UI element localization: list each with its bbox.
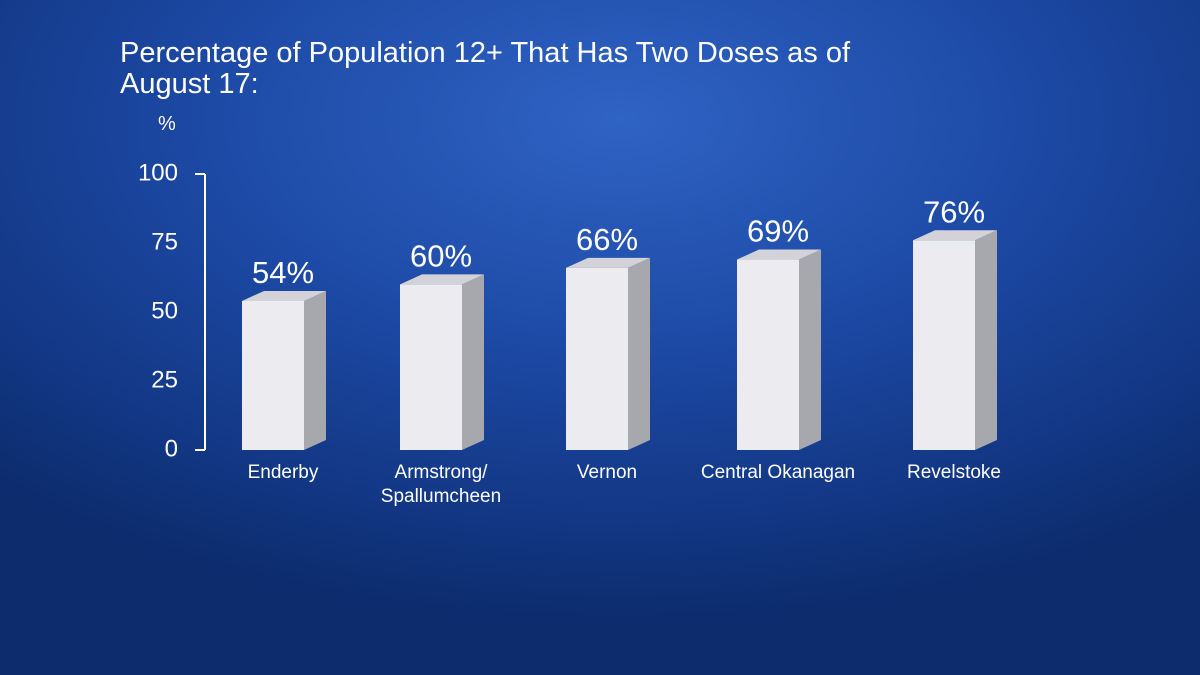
bar-top [913,230,997,241]
value-label: 66% [576,222,638,257]
bar [737,259,799,450]
y-tick-label: 75 [151,228,178,255]
chart-title: Percentage of Population 12+ That Has Tw… [120,37,851,100]
bar [913,240,975,450]
bar-top [566,257,650,268]
bar-side [304,290,326,450]
x-tick-label: Enderby [247,462,319,483]
y-tick-label: 25 [151,366,178,393]
bar [242,300,304,450]
x-tick-label: Central Okanagan [700,462,856,483]
value-label: 76% [923,194,985,229]
bar [566,267,628,450]
x-tick-label: Revelstoke [907,462,1001,483]
value-label: 69% [747,214,809,249]
bar [400,284,462,450]
y-tick-label: 0 [165,435,178,462]
bar-top [400,274,484,285]
bar-top [242,290,326,301]
bar-side [462,274,484,450]
bar-side [799,249,821,450]
x-tick-label: Armstrong/ Spallumcheen [380,462,502,507]
y-tick-label: 100 [138,159,178,186]
y-axis-label: % [158,113,176,135]
bar-side [975,230,997,450]
value-label: 54% [252,255,314,290]
bar-top [737,249,821,260]
value-label: 60% [410,239,472,274]
y-tick-label: 50 [151,297,178,324]
x-tick-label: Vernon [576,462,638,483]
bar-side [628,257,650,450]
